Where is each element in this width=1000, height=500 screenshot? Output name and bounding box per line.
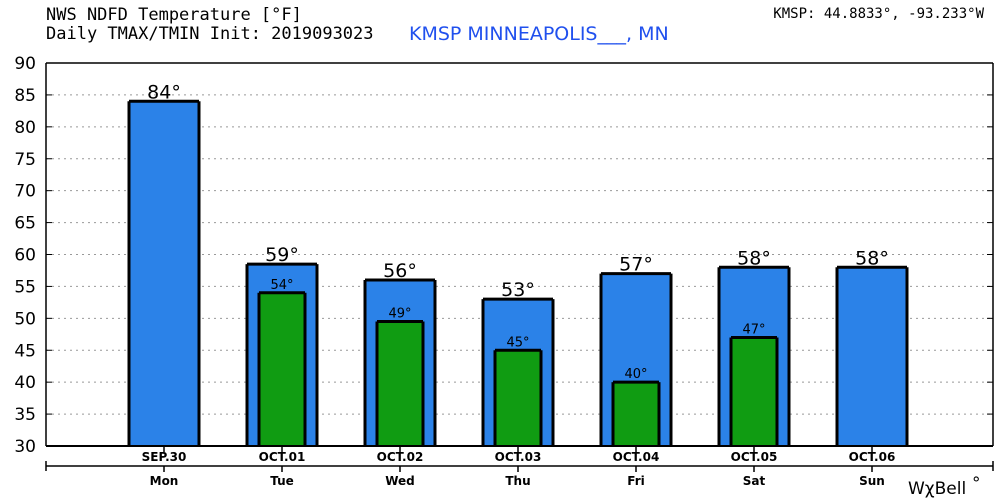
x-axis-ticks: SEP.30 Mon OCT.01 Tue OCT.02 Wed OCT.03 Thu OCT.… [142, 446, 896, 488]
x-tick-day-label: Sat [743, 474, 766, 488]
y-tick-label: 35 [14, 405, 36, 425]
y-tick-label: 80 [14, 118, 36, 138]
x-tick-day-label: Wed [385, 474, 415, 488]
y-axis-ticks: 30 35 40 45 50 55 60 65 70 75 80 85 90 [14, 54, 993, 457]
x-tick-date-label: OCT.05 [731, 450, 778, 464]
tmin-data-label: 45° [506, 335, 529, 350]
x-tick-date-label: OCT.03 [495, 450, 542, 464]
tmin-data-label: 40° [624, 367, 647, 382]
x-tick-day-label: Sun [859, 474, 885, 488]
x-tick-day-label: Fri [627, 474, 644, 488]
brand-mark: ° [972, 474, 981, 494]
brand-text: WχBell [908, 479, 966, 499]
tmin-bar [377, 321, 423, 446]
plot-area: 84° 59° 54° 56° 49° 53° 45° 57° 40° 58° 47° 58° [127, 81, 909, 447]
tmin-bar [259, 292, 305, 446]
tmin-bar [613, 382, 659, 446]
tmax-data-label: 84° [147, 81, 181, 103]
tmax-data-label: 58° [737, 247, 771, 269]
tmax-bar [129, 101, 199, 447]
tmin-data-label: 49° [388, 307, 411, 322]
y-tick-label: 65 [14, 214, 36, 234]
tmin-bar [731, 337, 777, 446]
x-tick-day-label: Thu [505, 474, 530, 488]
y-tick-label: 30 [14, 437, 36, 457]
y-tick-label: 70 [14, 182, 36, 202]
x-tick-day-label: Tue [270, 474, 294, 488]
station-name: KMSP MINNEAPOLIS___, MN [409, 23, 669, 45]
y-tick-label: 50 [14, 309, 36, 329]
y-tick-label: 75 [14, 150, 36, 170]
wxbell-logo: WχBell ° [908, 474, 981, 499]
tmin-data-label: 54° [270, 278, 293, 293]
tmax-bar [837, 267, 907, 446]
chart-title-line1: NWS NDFD Temperature [°F] [46, 5, 302, 25]
y-tick-label: 45 [14, 341, 36, 361]
y-tick-label: 55 [14, 277, 36, 297]
tmin-bar [495, 350, 541, 446]
x-tick-date-label: OCT.06 [849, 450, 896, 464]
y-tick-label: 40 [14, 373, 36, 393]
tmax-data-label: 57° [619, 254, 653, 276]
y-tick-label: 90 [14, 54, 36, 74]
station-coordinates: KMSP: 44.8833°, -93.233°W [773, 6, 984, 22]
tmax-data-label: 58° [855, 247, 889, 269]
x-tick-date-label: OCT.01 [259, 450, 306, 464]
x-tick-date-label: SEP.30 [142, 450, 187, 464]
x-tick-day-label: Mon [150, 474, 179, 488]
y-tick-label: 60 [14, 246, 36, 266]
x-tick-date-label: OCT.04 [613, 450, 660, 464]
y-tick-label: 85 [14, 86, 36, 106]
tmax-data-label: 56° [383, 260, 417, 282]
chart-title-line2: Daily TMAX/TMIN Init: 2019093023 [46, 24, 374, 44]
tmax-data-label: 53° [501, 279, 535, 301]
tmin-data-label: 47° [742, 322, 765, 337]
x-tick-date-label: OCT.02 [377, 450, 424, 464]
tmax-data-label: 59° [265, 244, 299, 266]
